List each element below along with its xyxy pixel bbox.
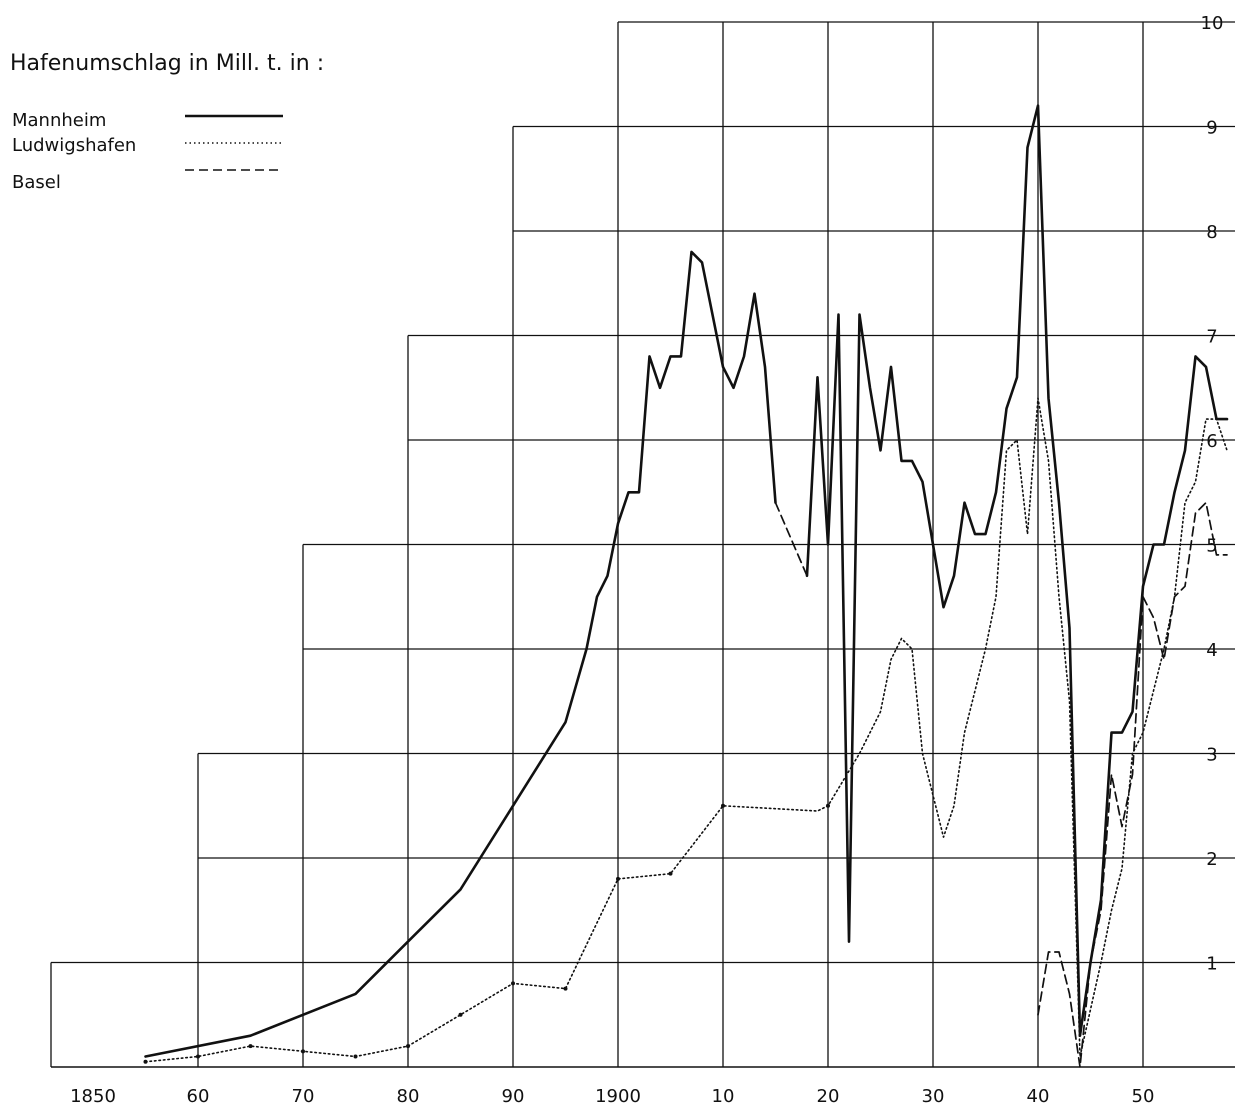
grid <box>50 21 1235 1068</box>
series-line-basel-1 <box>1037 501 1228 1068</box>
x-tick-label-1860: 60 <box>187 1086 210 1107</box>
legend-label-ludwigshafen: Ludwigshafen <box>12 135 136 156</box>
y-tick-label-7: 7 <box>1206 327 1217 348</box>
y-tick-label-10: 10 <box>1201 13 1224 34</box>
x-axis-ticks: 1850607080901900102030405060 <box>70 1086 1155 1107</box>
legend-label-mannheim: Mannheim <box>12 110 106 131</box>
series-line-basel-0 <box>774 501 808 577</box>
data-point-ludwigshafen-1865 <box>248 1044 253 1049</box>
data-point-ludwigshafen-1890 <box>511 981 515 986</box>
x-tick-label-1910: 10 <box>712 1086 735 1107</box>
x-tick-label-1920: 20 <box>817 1086 840 1107</box>
data-point-ludwigshafen-1895 <box>563 986 568 991</box>
series-line-mannheim-0 <box>144 250 777 1058</box>
series-line-ludwigshafen-0 <box>144 397 1228 1063</box>
y-axis-ticks: 1 2 3 4 5 6 7 8 9 10 <box>1201 13 1224 975</box>
x-tick-label-1890: 90 <box>502 1086 525 1107</box>
data-point-ludwigshafen-1885 <box>458 1012 463 1017</box>
data-point-ludwigshafen-1855 <box>143 1059 148 1064</box>
legend-label-basel: Basel <box>12 172 61 193</box>
series-layer <box>143 104 1229 1068</box>
chart-title: Hafenumschlag in Mill. t. in : <box>10 51 324 76</box>
series-line-mannheim-1 <box>805 104 1229 1037</box>
x-tick-label-1880: 80 <box>397 1086 420 1107</box>
y-tick-label-9: 9 <box>1206 118 1217 139</box>
x-tick-label-1900: 1900 <box>595 1086 641 1107</box>
data-point-ludwigshafen-1860 <box>196 1054 200 1059</box>
data-point-ludwigshafen-1905 <box>668 871 673 876</box>
data-point-ludwigshafen-1900 <box>616 876 620 881</box>
x-tick-label-1930: 30 <box>922 1086 945 1107</box>
data-point-ludwigshafen-1920 <box>826 803 830 808</box>
legend: Mannheim Ludwigshafen Basel <box>12 110 283 193</box>
y-tick-label-6: 6 <box>1206 431 1217 452</box>
y-tick-label-4: 4 <box>1206 640 1217 661</box>
y-tick-label-5: 5 <box>1206 536 1217 557</box>
data-point-ludwigshafen-1910 <box>721 803 725 808</box>
y-tick-label-2: 2 <box>1206 849 1217 870</box>
y-tick-label-8: 8 <box>1206 222 1217 243</box>
data-point-ludwigshafen-1875 <box>353 1054 358 1059</box>
x-tick-label-1940: 40 <box>1027 1086 1050 1107</box>
data-point-ludwigshafen-1880 <box>406 1044 410 1049</box>
x-tick-label-1870: 70 <box>292 1086 315 1107</box>
y-tick-label-1: 1 <box>1206 954 1217 975</box>
data-point-ludwigshafen-1870 <box>301 1049 305 1054</box>
y-tick-label-3: 3 <box>1206 745 1217 766</box>
x-tick-label-1850: 1850 <box>70 1086 116 1107</box>
x-tick-label-1950: 50 <box>1132 1086 1155 1107</box>
